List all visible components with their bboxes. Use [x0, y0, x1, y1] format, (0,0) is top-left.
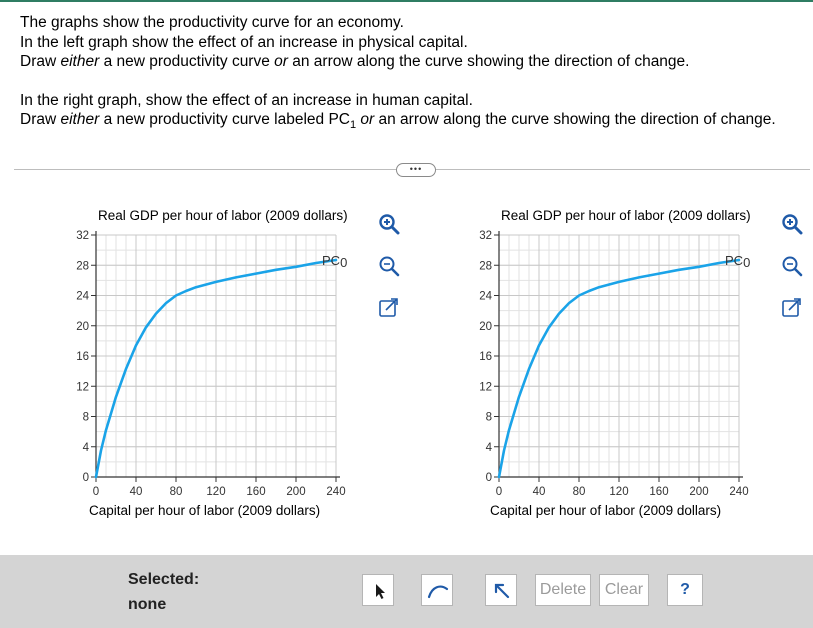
instruction-line-3: Draw either a new productivity curve or …: [20, 52, 810, 72]
y-tick-label: 28: [76, 260, 89, 272]
right-graph-plot[interactable]: 0 4 8 12 16 20 24 28 32 0 40 80 120 160 200 240 PC0: [403, 195, 783, 535]
instruction-emphasis: or: [356, 111, 375, 128]
instruction-text: an arrow along the curve showing the dir…: [374, 111, 776, 128]
x-axis-title: Capital per hour of labor (2009 dollars): [89, 503, 321, 518]
expand-icon[interactable]: [378, 297, 400, 319]
zoom-out-icon[interactable]: [378, 255, 400, 277]
y-tick-label: 20: [479, 321, 492, 333]
arrow-tool-icon: [494, 583, 510, 599]
left-graph[interactable]: Real GDP per hour of labor (2009 dollars…: [0, 195, 380, 535]
instructions: The graphs show the productivity curve f…: [20, 13, 810, 136]
pointer-tool-button[interactable]: [362, 574, 394, 606]
y-tick-label: 16: [479, 351, 492, 363]
x-tick-label: 240: [326, 486, 345, 498]
arrow-tool-button[interactable]: [485, 574, 517, 606]
clear-button[interactable]: Clear: [599, 574, 649, 606]
productivity-curve: [94, 258, 338, 479]
x-tick-label: 0: [496, 486, 502, 498]
instruction-line-2: In the left graph show the effect of an …: [20, 33, 468, 51]
y-tick-label: 0: [83, 472, 89, 484]
instruction-line-5: Draw either a new productivity curve lab…: [20, 110, 810, 136]
selected-value: none: [128, 596, 167, 613]
x-tick-label: 120: [609, 486, 628, 498]
pointer-tool-icon: [376, 584, 385, 599]
productivity-curve: [497, 258, 741, 479]
more-options-button[interactable]: •••: [396, 163, 436, 177]
x-tick-label: 240: [729, 486, 748, 498]
y-tick-label: 32: [479, 230, 492, 242]
instruction-subscript: 1: [349, 119, 357, 132]
right-graph[interactable]: Real GDP per hour of labor (2009 dollars…: [403, 195, 783, 535]
y-tick-label: 20: [76, 321, 89, 333]
y-tick-label: 4: [486, 442, 493, 454]
x-tick-label: 0: [93, 486, 99, 498]
y-tick-label: 32: [76, 230, 89, 242]
y-tick-label: 8: [486, 412, 492, 424]
x-tick-label: 160: [649, 486, 668, 498]
top-rule: [0, 0, 813, 2]
expand-icon[interactable]: [781, 297, 803, 319]
instruction-line-4: In the right graph, show the effect of a…: [20, 91, 473, 109]
instruction-emphasis: either: [60, 111, 100, 128]
drawing-toolbar: Selected: none Delete Clear ?: [0, 555, 813, 628]
x-tick-label: 80: [573, 486, 586, 498]
x-tick-label: 200: [286, 486, 305, 498]
left-graph-plot[interactable]: 0 4 8 12 16 20 24 28 32 0 40 80 120 160 200 240 PC0: [0, 195, 380, 535]
curve-label: PC0: [322, 253, 347, 270]
y-tick-label: 8: [83, 412, 89, 424]
curve-label: PC0: [725, 253, 750, 270]
y-tick-label: 24: [76, 291, 89, 303]
zoom-in-icon[interactable]: [378, 213, 400, 235]
delete-button[interactable]: Delete: [535, 574, 591, 606]
y-tick-label: 4: [83, 442, 90, 454]
x-tick-label: 40: [130, 486, 143, 498]
selected-label: Selected:: [128, 571, 200, 588]
y-axis-title: Real GDP per hour of labor (2009 dollars…: [501, 208, 751, 223]
x-tick-label: 200: [689, 486, 708, 498]
x-tick-label: 40: [533, 486, 546, 498]
y-tick-label: 24: [479, 291, 492, 303]
instruction-text: Draw: [20, 111, 61, 128]
y-tick-label: 12: [479, 381, 492, 393]
y-tick-label: 28: [479, 260, 492, 272]
y-tick-label: 16: [76, 351, 89, 363]
instruction-text: an arrow along the curve showing the dir…: [287, 53, 690, 70]
help-button[interactable]: ?: [667, 574, 703, 606]
instruction-text: a new productivity curve labeled PC: [99, 111, 350, 128]
x-tick-label: 120: [206, 486, 225, 498]
y-tick-label: 12: [76, 381, 89, 393]
zoom-in-icon[interactable]: [781, 213, 803, 235]
curve-tool-icon: [427, 585, 449, 599]
zoom-out-icon[interactable]: [781, 255, 803, 277]
x-axis-title: Capital per hour of labor (2009 dollars): [490, 503, 722, 518]
curve-tool-button[interactable]: [421, 574, 453, 606]
instruction-emphasis: either: [60, 53, 100, 70]
y-tick-label: 0: [486, 472, 492, 484]
instruction-text: Draw: [20, 53, 61, 70]
x-tick-label: 160: [246, 486, 265, 498]
instruction-line-1: The graphs show the productivity curve f…: [20, 14, 404, 31]
instruction-emphasis: or: [274, 53, 288, 70]
y-axis-title: Real GDP per hour of labor (2009 dollars…: [98, 208, 348, 223]
x-tick-label: 80: [170, 486, 183, 498]
instruction-text: a new productivity curve: [99, 53, 275, 70]
